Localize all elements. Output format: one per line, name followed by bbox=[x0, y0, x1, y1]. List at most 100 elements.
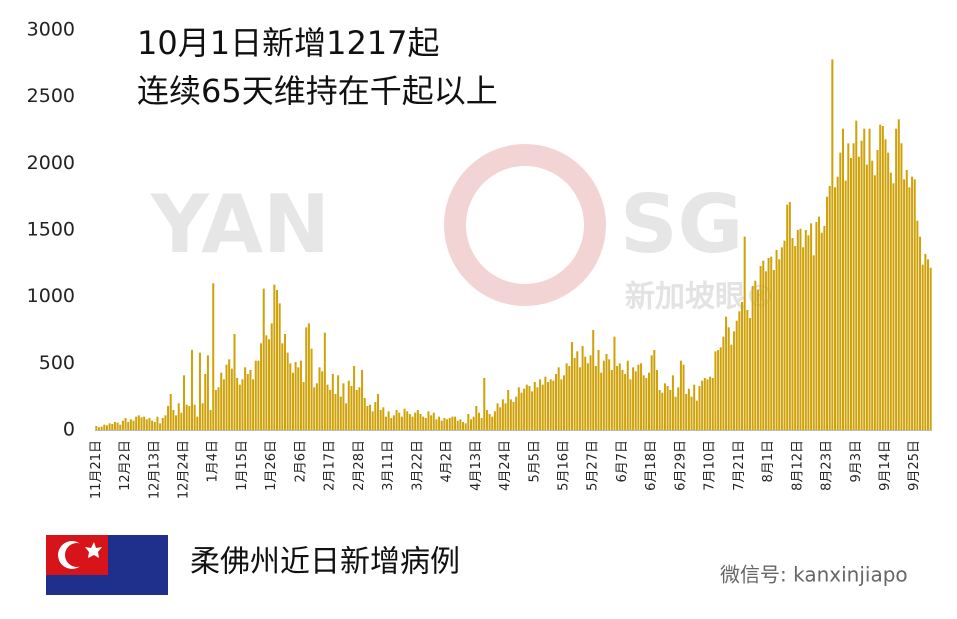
bar bbox=[887, 152, 890, 430]
bar bbox=[754, 280, 757, 430]
bar bbox=[220, 372, 223, 430]
bar bbox=[714, 351, 717, 430]
bar bbox=[512, 402, 515, 430]
bar bbox=[246, 374, 249, 430]
bar bbox=[841, 128, 844, 430]
bar bbox=[265, 335, 268, 430]
bar bbox=[584, 356, 587, 430]
bar bbox=[834, 187, 837, 430]
bar bbox=[435, 419, 438, 430]
bar bbox=[632, 367, 635, 430]
bar bbox=[440, 420, 443, 430]
bar bbox=[539, 379, 542, 430]
bar bbox=[422, 416, 425, 430]
y-tick-label: 2500 bbox=[27, 85, 75, 107]
title-line: 10月1日新增1217起 bbox=[137, 24, 440, 62]
bar bbox=[260, 343, 263, 430]
x-tick-label: 7月10日 bbox=[703, 440, 718, 491]
x-tick-label: 12月13日 bbox=[147, 440, 162, 499]
bar bbox=[400, 416, 403, 430]
bar bbox=[594, 366, 597, 430]
bar bbox=[783, 240, 786, 430]
bar bbox=[252, 379, 255, 430]
bar bbox=[499, 407, 502, 430]
bar bbox=[815, 222, 818, 430]
bar bbox=[929, 267, 932, 430]
bar bbox=[459, 419, 462, 430]
x-tick-label: 11月21日 bbox=[89, 440, 104, 499]
x-tick-label: 5月27日 bbox=[586, 440, 601, 491]
bar bbox=[119, 424, 122, 430]
y-tick-label: 0 bbox=[63, 419, 75, 441]
bar bbox=[291, 372, 294, 430]
bar bbox=[730, 344, 733, 430]
bar bbox=[432, 412, 435, 430]
bar bbox=[889, 172, 892, 430]
bar bbox=[669, 390, 672, 430]
x-tick-label: 2月28日 bbox=[352, 440, 367, 491]
bar bbox=[531, 391, 534, 430]
bar bbox=[379, 410, 382, 430]
bar bbox=[541, 384, 544, 430]
bar bbox=[549, 379, 552, 430]
bar bbox=[485, 410, 488, 430]
bar bbox=[100, 426, 103, 430]
bar bbox=[376, 394, 379, 430]
bar bbox=[217, 387, 220, 430]
bar bbox=[613, 336, 616, 430]
bar bbox=[299, 360, 302, 430]
bar bbox=[374, 402, 377, 430]
bar bbox=[278, 303, 281, 430]
bar bbox=[132, 420, 135, 430]
bar bbox=[653, 350, 656, 430]
bar bbox=[560, 379, 563, 430]
bar bbox=[544, 376, 547, 430]
y-tick-label: 1000 bbox=[27, 285, 75, 307]
bar bbox=[927, 259, 930, 430]
bar bbox=[600, 372, 603, 430]
x-tick-label: 8月12日 bbox=[790, 440, 805, 491]
bar bbox=[786, 204, 789, 430]
bar bbox=[140, 417, 143, 430]
bar bbox=[129, 419, 132, 430]
bar bbox=[791, 238, 794, 430]
bar bbox=[916, 220, 919, 430]
bar bbox=[871, 160, 874, 430]
bar bbox=[273, 284, 276, 430]
bar bbox=[568, 366, 571, 430]
bar bbox=[161, 418, 164, 430]
bar bbox=[289, 363, 292, 430]
bar bbox=[844, 180, 847, 430]
bar bbox=[767, 258, 770, 430]
bar bbox=[517, 387, 520, 430]
bar bbox=[703, 378, 706, 430]
bar bbox=[655, 370, 658, 430]
bar bbox=[496, 403, 499, 430]
bar bbox=[621, 370, 624, 430]
bar bbox=[695, 400, 698, 430]
bar bbox=[97, 427, 100, 430]
bar bbox=[313, 387, 316, 430]
bar bbox=[427, 411, 430, 430]
x-tick-label: 4月24日 bbox=[498, 440, 513, 491]
x-tick-label: 6月7日 bbox=[615, 440, 630, 483]
bar bbox=[448, 418, 451, 430]
bar bbox=[467, 414, 470, 430]
bar bbox=[310, 348, 313, 430]
bar bbox=[796, 230, 799, 430]
x-tick-label: 7月21日 bbox=[732, 440, 747, 491]
bar bbox=[339, 396, 342, 430]
x-tick-label: 4月2日 bbox=[440, 440, 455, 483]
bar bbox=[249, 370, 252, 430]
bar bbox=[406, 411, 409, 430]
bar bbox=[475, 406, 478, 430]
title-line: 连续65天维持在千起以上 bbox=[137, 72, 498, 110]
bar bbox=[895, 128, 898, 430]
bar bbox=[395, 410, 398, 430]
x-tick-label: 5月5日 bbox=[527, 440, 542, 483]
bar bbox=[363, 398, 366, 430]
x-tick-label: 3月22日 bbox=[410, 440, 425, 491]
bar bbox=[794, 246, 797, 430]
bar bbox=[315, 383, 318, 430]
x-tick-label: 12月2日 bbox=[118, 440, 133, 491]
